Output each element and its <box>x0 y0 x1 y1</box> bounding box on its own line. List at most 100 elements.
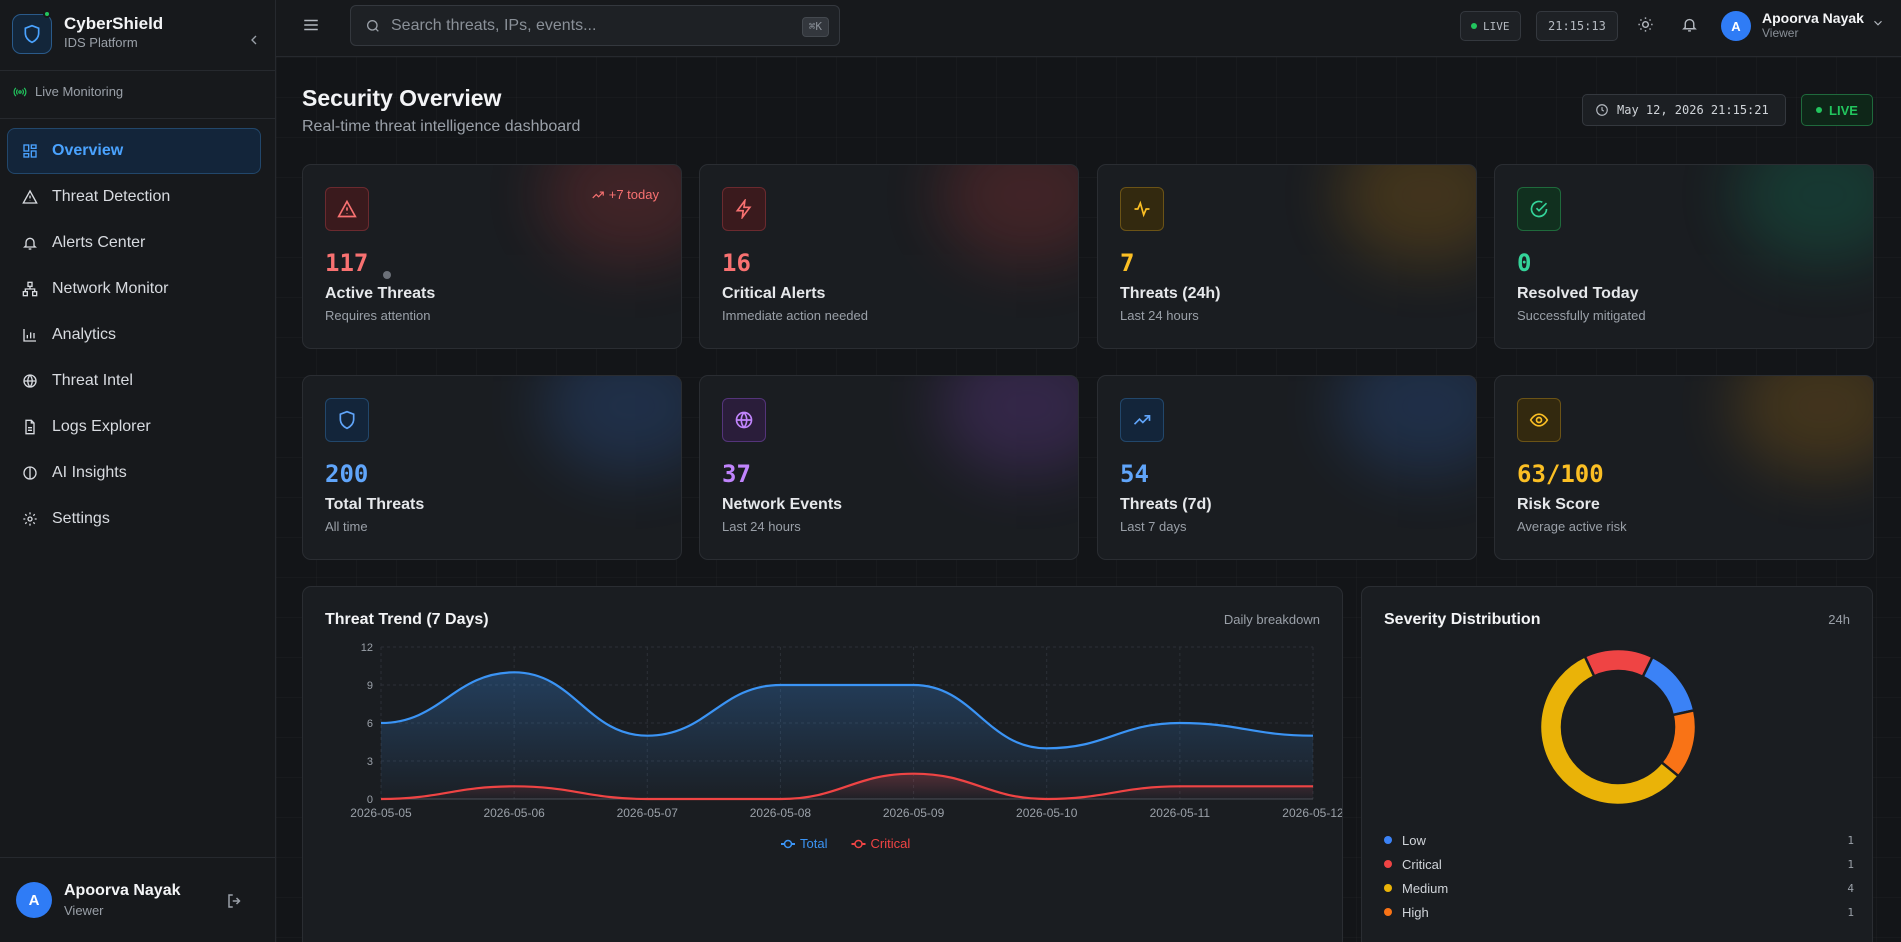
trending-up-icon <box>1120 398 1164 442</box>
card-glow <box>1733 376 1873 476</box>
logout-icon <box>228 894 241 908</box>
stat-subtext: Last 24 hours <box>1120 308 1199 323</box>
legend-item-total[interactable]: Total <box>781 836 828 851</box>
stat-value: 63/100 <box>1517 460 1604 488</box>
avatar[interactable]: A <box>16 882 52 918</box>
clock-icon <box>1596 104 1608 116</box>
brand-subtitle: IDS Platform <box>64 35 138 50</box>
x-tick-label: 2026-05-10 <box>1016 806 1078 820</box>
stat-value: 0 <box>1517 249 1532 277</box>
search-input[interactable] <box>391 14 751 38</box>
stat-subtext: All time <box>325 519 368 534</box>
live-badge: LIVE <box>1801 94 1873 126</box>
hamburger-icon <box>304 19 318 31</box>
sidebar-item-network-monitor[interactable]: Network Monitor <box>7 266 261 312</box>
panel-title: Threat Trend (7 Days) <box>325 611 489 628</box>
y-tick-label: 3 <box>367 756 373 768</box>
gear-icon <box>23 512 37 526</box>
stat-card-active-threats[interactable]: +7 today 117 Active Threats Requires att… <box>302 164 682 349</box>
globe-icon <box>23 374 37 388</box>
severity-donut-chart <box>1538 649 1698 807</box>
brain-icon <box>23 466 37 480</box>
stat-card-risk-score[interactable]: 63/100 Risk Score Average active risk <box>1494 375 1874 560</box>
sidebar-item-label: Settings <box>52 510 110 527</box>
legend-item-critical[interactable]: Critical <box>851 836 911 851</box>
card-glow <box>938 376 1078 476</box>
x-tick-label: 2026-05-06 <box>483 806 545 820</box>
x-tick-label: 2026-05-08 <box>750 806 812 820</box>
stat-card-total-threats[interactable]: 200 Total Threats All time <box>302 375 682 560</box>
donut-slice-low[interactable] <box>1641 655 1696 717</box>
legend-label: High <box>1402 904 1429 920</box>
stat-value: 16 <box>722 249 751 277</box>
panel-title: Severity Distribution <box>1384 611 1541 628</box>
sidebar-item-label: Threat Intel <box>52 372 133 389</box>
check-circle-icon <box>1517 187 1561 231</box>
panel-tag: Daily breakdown <box>1223 612 1320 627</box>
legend-count: 4 <box>1847 881 1854 895</box>
stat-label: Active Threats <box>325 285 436 302</box>
grid-icon <box>23 144 37 158</box>
sidebar-item-analytics[interactable]: Analytics <box>7 312 261 358</box>
card-glow <box>1733 165 1873 265</box>
datetime-chip: May 12, 2026 21:15:21 <box>1582 94 1786 126</box>
series-line-total[interactable] <box>380 671 1314 750</box>
donut-slice-medium[interactable] <box>1538 654 1681 807</box>
theme-toggle-button[interactable] <box>1637 16 1654 38</box>
sidebar-item-threat-intel[interactable]: Threat Intel <box>7 358 261 404</box>
notifications-button[interactable] <box>1681 16 1698 38</box>
eye-icon <box>1517 398 1561 442</box>
legend-label: Low <box>1402 832 1426 848</box>
main-content: Security Overview Real-time threat intel… <box>276 57 1901 942</box>
stat-value: 7 <box>1120 249 1135 277</box>
stat-card-resolved-today[interactable]: 0 Resolved Today Successfully mitigated <box>1494 164 1874 349</box>
globe-icon <box>722 398 766 442</box>
activity-icon <box>1120 187 1164 231</box>
sidebar-nav: Overview Threat Detection Alerts Center … <box>7 128 261 542</box>
sun-icon <box>1638 17 1653 32</box>
trend-badge: +7 today <box>591 187 659 202</box>
panel-tag: 24h <box>1828 612 1850 627</box>
collapse-sidebar-button[interactable] <box>246 32 262 48</box>
x-tick-label: 2026-05-05 <box>350 806 412 820</box>
live-monitoring-indicator: Live Monitoring <box>13 84 123 99</box>
legend-count: 1 <box>1847 857 1854 871</box>
sidebar: CyberShield IDS Platform Live Monitoring… <box>0 0 276 942</box>
legend-item-low: Low 1 <box>1384 831 1854 849</box>
stat-label: Network Events <box>722 496 843 513</box>
sidebar-item-label: Analytics <box>52 326 117 343</box>
chevron-left-icon <box>251 35 257 45</box>
stat-card-network-events[interactable]: 37 Network Events Last 24 hours <box>699 375 1079 560</box>
stat-subtext: Last 7 days <box>1120 519 1187 534</box>
donut-slice-critical[interactable] <box>1583 649 1655 679</box>
user-name: Apoorva Nayak <box>1762 10 1864 26</box>
card-glow <box>938 165 1078 265</box>
sidebar-item-ai-insights[interactable]: AI Insights <box>7 450 261 496</box>
logout-button[interactable] <box>226 892 244 915</box>
live-dot <box>1816 107 1823 113</box>
stat-card-threats-7d[interactable]: 54 Threats (7d) Last 7 days <box>1097 375 1477 560</box>
stat-value: 200 <box>325 460 369 488</box>
sidebar-item-logs-explorer[interactable]: Logs Explorer <box>7 404 261 450</box>
brand-name: CyberShield <box>64 14 164 33</box>
stat-card-critical-alerts[interactable]: 16 Critical Alerts Immediate action need… <box>699 164 1079 349</box>
legend-item-medium: Medium 4 <box>1384 879 1854 897</box>
sidebar-item-threat-detection[interactable]: Threat Detection <box>7 174 261 220</box>
live-monitoring-label: Live Monitoring <box>35 84 124 99</box>
stat-card-threats-24h[interactable]: 7 Threats (24h) Last 24 hours <box>1097 164 1477 349</box>
menu-button[interactable] <box>302 16 320 39</box>
sidebar-item-settings[interactable]: Settings <box>7 496 261 542</box>
shield-logo-icon <box>12 14 52 54</box>
sidebar-item-alerts-center[interactable]: Alerts Center <box>7 220 261 266</box>
divider <box>0 857 276 858</box>
legend-dot <box>1384 884 1392 892</box>
user-menu[interactable]: A Apoorva Nayak Viewer <box>1721 8 1896 44</box>
broadcast-icon <box>13 86 27 97</box>
live-status-badge: LIVE <box>1460 11 1521 41</box>
stat-value: 117 <box>325 249 369 277</box>
legend-item-high: High 1 <box>1384 903 1854 921</box>
stat-label: Threats (24h) <box>1120 285 1221 302</box>
series-line-critical[interactable] <box>380 772 1313 801</box>
sidebar-item-overview[interactable]: Overview <box>7 128 261 174</box>
